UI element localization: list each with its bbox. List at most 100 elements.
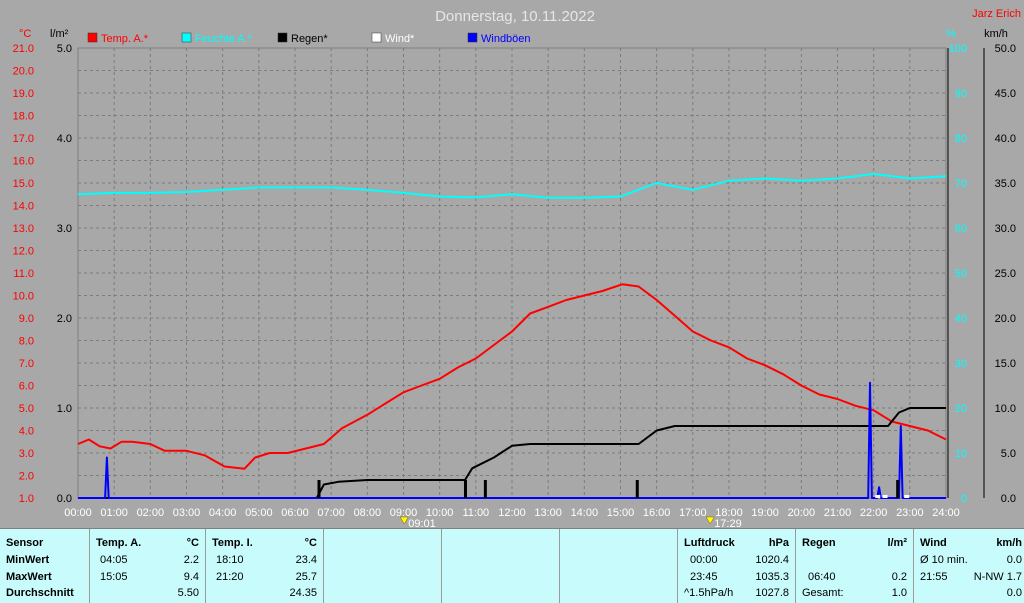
temp-i-header: Temp. I.: [212, 537, 253, 549]
temp-tick-label: 19.0: [13, 88, 34, 100]
rain-tick-label: 5.0: [57, 43, 72, 55]
temp-tick-label: 15.0: [13, 178, 34, 190]
x-tick-label: 08:00: [354, 507, 382, 519]
empty-column-1: [324, 529, 442, 603]
temp-tick-label: 6.0: [19, 381, 34, 393]
rain-event-bar: [463, 480, 467, 498]
temp-tick-label: 21.0: [13, 43, 34, 55]
min-label: MinWert: [6, 554, 50, 566]
temp-unit-label: °C: [19, 28, 31, 40]
pressure-max-time: 23:45: [690, 571, 718, 583]
pressure-trend: ^1.5hPa/h: [684, 587, 734, 599]
sun-marker-icon: [399, 516, 409, 525]
x-tick-label: 17:00: [679, 507, 707, 519]
wind-tick-label: 50.0: [995, 43, 1016, 55]
chart-title: Donnerstag, 10.11.2022: [435, 8, 595, 25]
humidity-tick-label: 60: [955, 223, 967, 235]
wind-tick-label: 20.0: [995, 313, 1016, 325]
rain-total-value: 1.0: [891, 587, 907, 599]
pressure-unit: hPa: [768, 537, 789, 549]
wind-marker: [904, 495, 910, 498]
x-tick-label: 07:00: [317, 507, 345, 519]
humidity-tick-label: 0: [961, 493, 967, 505]
wind-tick-label: 10.0: [995, 403, 1016, 415]
temp-i-min-value: 23.4: [295, 554, 317, 566]
x-tick-label: 06:00: [281, 507, 309, 519]
temp-tick-label: 17.0: [13, 133, 34, 145]
temp-i-max-time: 21:20: [216, 571, 244, 583]
humidity-tick-label: 100: [949, 43, 967, 55]
temp-tick-label: 11.0: [13, 268, 34, 280]
x-tick-label: 02:00: [137, 507, 165, 519]
x-tick-label: 03:00: [173, 507, 201, 519]
x-tick-label: 13:00: [534, 507, 562, 519]
humidity-tick-label: 90: [955, 88, 967, 100]
x-tick-label: 15:00: [607, 507, 635, 519]
temp-tick-label: 18.0: [13, 111, 34, 123]
pressure-max-value: 1035.3: [755, 571, 789, 583]
x-tick-label: 09:00: [390, 507, 418, 519]
rain-max-time: 06:40: [808, 571, 836, 583]
wind-tick-label: 45.0: [995, 88, 1016, 100]
author-label: Jarz Erich: [972, 8, 1021, 20]
wind-max-value: N-NW 1.7: [973, 571, 1022, 583]
empty-column-2: [442, 529, 560, 603]
legend-label: Windböen: [481, 33, 531, 45]
wind-column: Wind km/h Ø 10 min. 0.0 21:55 N-NW 1.7 0.0: [914, 529, 1024, 603]
wind-marker: [875, 495, 881, 498]
humidity-tick-label: 40: [955, 313, 967, 325]
rain-total-label: Gesamt:: [802, 587, 844, 599]
humidity-unit-label: %: [946, 28, 956, 40]
x-tick-label: 00:00: [64, 507, 92, 519]
temp-tick-label: 10.0: [13, 291, 34, 303]
temp-tick-label: 8.0: [19, 336, 34, 348]
humidity-tick-label: 30: [955, 358, 967, 370]
rain-event-bar: [896, 480, 900, 498]
pressure-min-time: 00:00: [690, 554, 718, 566]
temp-tick-label: 14.0: [13, 201, 34, 213]
stats-table: Sensor MinWert MaxWert Durchschnitt Temp…: [0, 528, 1024, 603]
pressure-header: Luftdruck: [684, 537, 735, 549]
temp-tick-label: 3.0: [19, 448, 34, 460]
sun-marker-label: 17:29: [714, 518, 742, 528]
rain-event-bar: [483, 480, 487, 498]
legend-swatch: [277, 32, 288, 43]
wind-third-value: 0.0: [1006, 587, 1022, 599]
labels-column: Sensor MinWert MaxWert Durchschnitt: [0, 529, 90, 603]
wind-tick-label: 40.0: [995, 133, 1016, 145]
wind-avg-label: Ø 10 min.: [920, 554, 968, 566]
humidity-tick-label: 80: [955, 133, 967, 145]
x-tick-label: 14:00: [571, 507, 599, 519]
x-tick-label: 23:00: [896, 507, 924, 519]
temp-a-max-value: 9.4: [183, 571, 199, 583]
legend-label: Feuchte A.*: [195, 33, 253, 45]
x-tick-label: 21:00: [824, 507, 852, 519]
rain-event-bar: [317, 480, 321, 498]
sun-marker-icon: [705, 516, 715, 525]
temp-tick-label: 9.0: [19, 313, 34, 325]
temp-i-max-value: 25.7: [295, 571, 317, 583]
legend-swatch: [181, 32, 192, 43]
temp-a-min-time: 04:05: [100, 554, 128, 566]
x-tick-label: 19:00: [751, 507, 779, 519]
temp-a-header: Temp. A.: [96, 537, 142, 549]
x-tick-label: 10:00: [426, 507, 454, 519]
temp-i-column: Temp. I. °C 18:10 23.4 21:20 25.7 24.35: [206, 529, 324, 603]
rain-tick-label: 3.0: [57, 223, 72, 235]
wind-tick-label: 30.0: [995, 223, 1016, 235]
wind-max-time: 21:55: [920, 571, 948, 583]
legend-swatch: [371, 32, 382, 43]
wind-tick-label: 15.0: [995, 358, 1016, 370]
temp-a-max-time: 15:05: [100, 571, 128, 583]
rain-tick-label: 2.0: [57, 313, 72, 325]
temp-a-column: Temp. A. °C 04:05 2.2 15:05 9.4 5.50: [90, 529, 206, 603]
temp-i-unit: °C: [304, 537, 317, 549]
x-tick-label: 24:00: [932, 507, 960, 519]
legend-label: Regen*: [291, 33, 328, 45]
temp-tick-label: 4.0: [19, 426, 34, 438]
x-tick-label: 20:00: [788, 507, 816, 519]
x-tick-label: 05:00: [245, 507, 273, 519]
x-tick-label: 18:00: [715, 507, 743, 519]
humidity-tick-label: 70: [955, 178, 967, 190]
rain-event-bar: [635, 480, 639, 498]
